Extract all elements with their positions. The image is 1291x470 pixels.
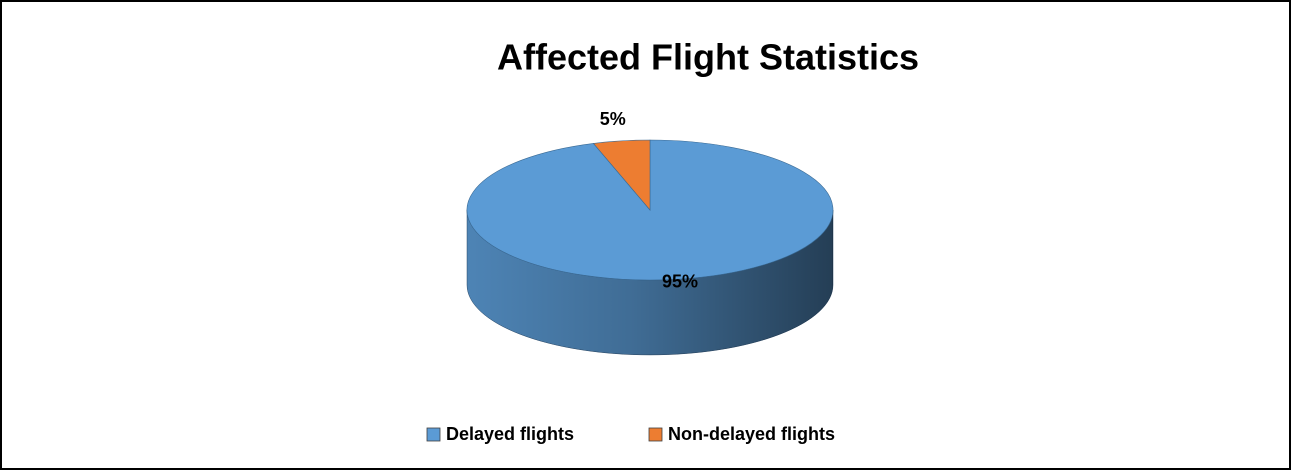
side-shade <box>467 210 833 355</box>
chart-title: Affected Flight Statistics <box>497 37 919 78</box>
legend-swatch <box>426 427 441 442</box>
data-label: 95% <box>662 271 698 291</box>
legend-swatch <box>648 427 663 442</box>
slice <box>592 139 651 211</box>
legend-label: Non-delayed flights <box>668 424 835 444</box>
legend-label: Delayed flights <box>446 424 574 444</box>
data-label: 5% <box>600 109 626 129</box>
